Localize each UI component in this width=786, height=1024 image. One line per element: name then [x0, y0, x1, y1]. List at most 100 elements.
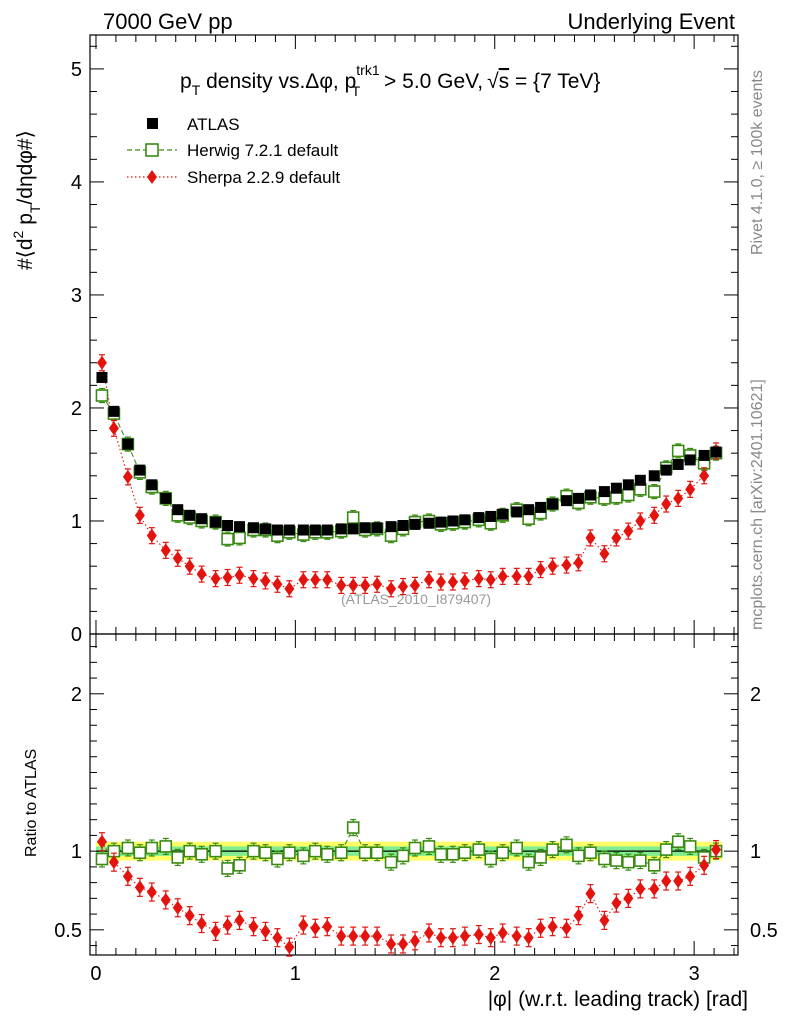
- sherpa-ratio-point: [210, 924, 221, 939]
- sherpa-point: [673, 491, 684, 506]
- sherpa-ratio-point: [573, 908, 584, 923]
- atlas-point: [610, 482, 622, 494]
- sherpa-ratio-point: [234, 913, 245, 928]
- atlas-point: [196, 513, 208, 525]
- sherpa-ratio-point: [699, 858, 710, 873]
- sherpa-point: [284, 581, 295, 596]
- sherpa-ratio-point: [661, 874, 672, 889]
- sherpa-ratio-point: [122, 869, 133, 884]
- atlas-point: [234, 521, 246, 533]
- herwig-ratio-point: [496, 846, 510, 860]
- sherpa-ratio-point: [196, 916, 207, 931]
- sherpa-ratio-point: [435, 930, 446, 945]
- herwig-ratio-point: [484, 852, 498, 866]
- sherpa-point: [661, 497, 672, 512]
- sherpa-point: [122, 469, 133, 484]
- herwig-ratio-point: [209, 844, 222, 858]
- atlas-point: [184, 509, 196, 521]
- sherpa-point: [146, 528, 157, 543]
- herwig-point: [95, 389, 109, 402]
- sherpa-ratio-point: [172, 900, 183, 915]
- atlas-point: [335, 523, 347, 535]
- rivet-version-label: Rivet 4.1.0, ≥ 100k events: [749, 70, 766, 255]
- herwig-point: [233, 531, 246, 545]
- herwig-ratio-point: [271, 852, 284, 866]
- sherpa-point: [134, 508, 145, 523]
- sherpa-ratio-point: [372, 929, 383, 944]
- title-part-a: p: [180, 70, 192, 93]
- herwig-ratio-point: [572, 849, 585, 863]
- atlas-point: [347, 523, 359, 535]
- herwig-point: [622, 488, 635, 502]
- herwig-ratio-point: [346, 821, 360, 834]
- main-y-tick-label: 0: [71, 624, 82, 646]
- x-tick-label: 2: [489, 963, 500, 985]
- herwig-ratio-point: [171, 851, 185, 864]
- analysis-label: (ATLAS_2010_I879407): [341, 591, 491, 607]
- atlas-point: [309, 524, 321, 536]
- herwig-point: [346, 511, 360, 524]
- atlas-point: [259, 523, 271, 535]
- sherpa-ratio-point: [134, 880, 145, 895]
- sherpa-point: [511, 569, 522, 584]
- ratio-y-tick-label: 2: [71, 684, 82, 706]
- sherpa-point: [196, 567, 207, 582]
- sherpa-ratio-point: [272, 930, 283, 945]
- herwig-ratio-point: [647, 859, 661, 872]
- sherpa-point: [435, 575, 446, 590]
- sherpa-point: [210, 571, 221, 586]
- herwig-ratio-point: [195, 847, 208, 861]
- ratio-x-ticks: 0 1 2 3: [90, 634, 735, 985]
- sherpa-point: [108, 421, 119, 436]
- herwig-ratio-point: [334, 846, 348, 860]
- sherpa-point: [459, 573, 470, 588]
- herwig-ratio-point: [671, 835, 685, 849]
- ratio-y-axis-label: Ratio to ATLAS: [23, 749, 40, 857]
- atlas-point: [247, 522, 259, 534]
- sherpa-point: [473, 571, 484, 586]
- atlas-point: [535, 501, 547, 513]
- ratio-y-tick-label-right: 2: [750, 684, 761, 706]
- sherpa-ratio-point: [386, 936, 397, 951]
- sherpa-point: [649, 508, 660, 523]
- herwig-ratio-point: [370, 846, 384, 860]
- ratio-panel: 0.5 0.5 1 1 2 2 0 1 2 3 Ratio to ATLAS |φ| (w.r.…: [23, 633, 778, 1011]
- main-y-tick-label: 3: [71, 285, 82, 307]
- sherpa-point: [423, 572, 434, 587]
- sherpa-point: [398, 579, 409, 594]
- sherpa-point: [310, 572, 321, 587]
- mcplots-label: mcplots.cern.ch [arXiv:2401.10621]: [749, 379, 766, 630]
- herwig-ratio-point: [221, 862, 234, 875]
- herwig-ratio-point: [560, 838, 573, 852]
- herwig-ratio-point: [422, 840, 436, 853]
- sherpa-ratio-point: [447, 930, 458, 945]
- main-y-tick-label: 1: [71, 511, 82, 533]
- atlas-point: [698, 449, 710, 461]
- sherpa-ratio-point: [184, 908, 195, 923]
- herwig-ratio-point: [396, 849, 410, 863]
- sherpa-ratio-point: [248, 919, 259, 934]
- sherpa-ratio-point: [547, 919, 558, 934]
- title-part-d: = {7 TeV}: [509, 70, 600, 93]
- sherpa-ratio-point: [649, 881, 660, 896]
- sherpa-point: [260, 573, 271, 588]
- main-y-ticks: 0 1 2 3 4 5: [71, 45, 738, 646]
- atlas-point: [473, 512, 485, 524]
- ratio-y-tick-label: 1: [71, 841, 82, 863]
- atlas-point: [271, 524, 283, 536]
- sherpa-ratio-point: [485, 930, 496, 945]
- ratio-y-tick-label-right: 1: [750, 841, 761, 863]
- sherpa-ratio-point: [535, 921, 546, 936]
- main-series: [95, 354, 723, 598]
- sherpa-ratio-point: [298, 918, 309, 933]
- atlas-point: [385, 521, 397, 533]
- herwig-ratio-point: [145, 841, 159, 855]
- main-y-tick-label: 4: [71, 172, 82, 194]
- herwig-ratio-point: [408, 841, 422, 855]
- legend: ATLAS Herwig 7.2.1 default Sherpa 2.2.9 …: [127, 115, 340, 187]
- atlas-point: [523, 504, 535, 516]
- sherpa-point: [172, 551, 183, 566]
- sherpa-point: [699, 468, 710, 483]
- herwig-ratio-point: [634, 854, 647, 867]
